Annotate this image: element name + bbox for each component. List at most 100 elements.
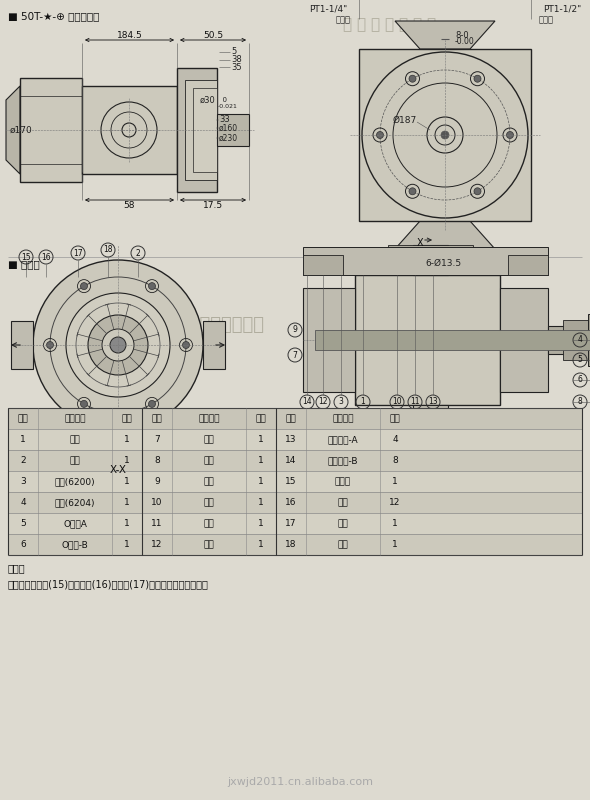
Text: 16: 16 <box>285 498 297 507</box>
Text: 0: 0 <box>218 97 227 103</box>
Text: 油封: 油封 <box>70 456 80 465</box>
Circle shape <box>33 260 203 430</box>
Bar <box>8 492 582 513</box>
Text: O形环-B: O形环-B <box>61 540 88 549</box>
Text: 1: 1 <box>258 456 264 465</box>
Bar <box>8 429 582 450</box>
Bar <box>359 49 531 221</box>
Text: 4: 4 <box>392 435 398 444</box>
Text: 编号: 编号 <box>18 414 28 423</box>
Text: 10: 10 <box>392 398 402 406</box>
Text: 1: 1 <box>124 540 130 549</box>
Circle shape <box>66 293 170 397</box>
Bar <box>388 245 473 262</box>
Circle shape <box>47 342 54 349</box>
Text: 13: 13 <box>285 435 297 444</box>
Text: 11: 11 <box>410 398 419 406</box>
Text: 17: 17 <box>285 519 297 528</box>
Text: 默牌: 默牌 <box>70 435 80 444</box>
Text: 5: 5 <box>231 47 236 57</box>
Text: 3: 3 <box>339 398 343 406</box>
Circle shape <box>506 131 513 138</box>
Bar <box>8 534 582 555</box>
Text: 说明：: 说明： <box>8 563 25 573</box>
Circle shape <box>149 400 156 407</box>
Text: 内腿: 内腿 <box>204 477 214 486</box>
Polygon shape <box>395 221 495 249</box>
Bar <box>28 432 208 458</box>
Text: ■ 剖面图: ■ 剖面图 <box>8 259 40 269</box>
Text: 1: 1 <box>392 540 398 549</box>
Circle shape <box>110 337 126 353</box>
Text: 17: 17 <box>73 249 83 258</box>
Text: 零件名称: 零件名称 <box>198 414 219 423</box>
Text: 14: 14 <box>302 398 312 406</box>
Circle shape <box>376 131 384 138</box>
Text: 佛山登星液压机械有限公司: 佛山登星液压机械有限公司 <box>380 323 480 337</box>
Text: 1: 1 <box>20 435 26 444</box>
Bar <box>82 86 177 174</box>
Bar <box>303 247 548 275</box>
Text: 38: 38 <box>231 55 242 65</box>
Bar <box>20 78 82 182</box>
Text: 14: 14 <box>286 456 297 465</box>
Text: 编号: 编号 <box>152 414 162 423</box>
Text: 50.5: 50.5 <box>203 31 223 41</box>
Text: 1: 1 <box>258 519 264 528</box>
Text: 数量: 数量 <box>255 414 266 423</box>
Text: 编号: 编号 <box>286 414 296 423</box>
Text: ■ 50T-★-⊕ 法兰固定式: ■ 50T-★-⊕ 法兰固定式 <box>8 11 99 21</box>
Text: 12: 12 <box>318 398 328 406</box>
Text: 数量: 数量 <box>389 414 401 423</box>
Bar <box>588 314 590 366</box>
Bar <box>8 513 582 534</box>
Text: O形环A: O形环A <box>63 519 87 528</box>
Text: 1: 1 <box>124 519 130 528</box>
Text: 11: 11 <box>151 519 163 528</box>
Text: 1: 1 <box>258 498 264 507</box>
Circle shape <box>474 75 481 82</box>
Text: 33: 33 <box>219 115 230 125</box>
Text: 1: 1 <box>258 435 264 444</box>
Text: 2: 2 <box>20 456 26 465</box>
Text: 六角螺栓-B: 六角螺栓-B <box>328 456 358 465</box>
Text: 184.5: 184.5 <box>117 31 142 41</box>
Text: ø30: ø30 <box>199 95 215 105</box>
Text: 8-0: 8-0 <box>455 30 468 39</box>
Text: 15: 15 <box>285 477 297 486</box>
Text: 17.5: 17.5 <box>203 202 223 210</box>
Text: 8: 8 <box>154 456 160 465</box>
Circle shape <box>474 188 481 194</box>
Text: 后盖: 后盖 <box>204 456 214 465</box>
Text: 16: 16 <box>41 253 51 262</box>
Text: 3: 3 <box>20 477 26 486</box>
Text: 1: 1 <box>392 519 398 528</box>
Bar <box>563 320 590 360</box>
Text: 转子: 转子 <box>337 519 348 528</box>
Text: PT1-1/2": PT1-1/2" <box>543 5 581 14</box>
Text: 12: 12 <box>151 540 163 549</box>
Text: 6-Ø13.5: 6-Ø13.5 <box>425 258 461 267</box>
Circle shape <box>102 329 134 361</box>
Text: 平键: 平键 <box>204 519 214 528</box>
Text: 佛山登星液压机械有限公司: 佛山登星液压机械有限公司 <box>136 316 264 334</box>
Text: 1: 1 <box>124 498 130 507</box>
Polygon shape <box>6 86 20 174</box>
Text: 5: 5 <box>578 355 582 365</box>
Circle shape <box>409 75 416 82</box>
Bar <box>8 471 582 492</box>
Text: 1: 1 <box>360 398 365 406</box>
Text: 1: 1 <box>124 456 130 465</box>
Text: ø160: ø160 <box>219 123 238 133</box>
Text: 定位销: 定位销 <box>335 477 351 486</box>
Circle shape <box>409 188 416 194</box>
Text: 13: 13 <box>428 398 438 406</box>
Text: jxwjd2011.cn.alibaba.com: jxwjd2011.cn.alibaba.com <box>227 777 373 787</box>
Bar <box>388 418 473 435</box>
Text: ø170: ø170 <box>10 126 33 134</box>
Text: 9: 9 <box>293 326 297 334</box>
Text: X-X: X-X <box>110 465 126 475</box>
Circle shape <box>362 52 528 218</box>
Bar <box>177 68 217 192</box>
Text: Ø187: Ø187 <box>393 115 417 125</box>
